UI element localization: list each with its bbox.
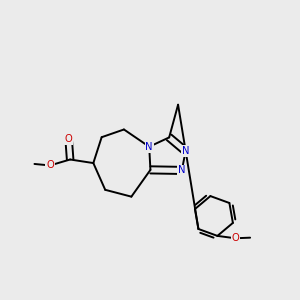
Text: N: N xyxy=(182,146,189,156)
Text: O: O xyxy=(65,134,73,144)
Text: N: N xyxy=(178,165,186,176)
Text: O: O xyxy=(231,233,239,243)
Text: N: N xyxy=(146,142,153,152)
Text: O: O xyxy=(46,160,54,170)
